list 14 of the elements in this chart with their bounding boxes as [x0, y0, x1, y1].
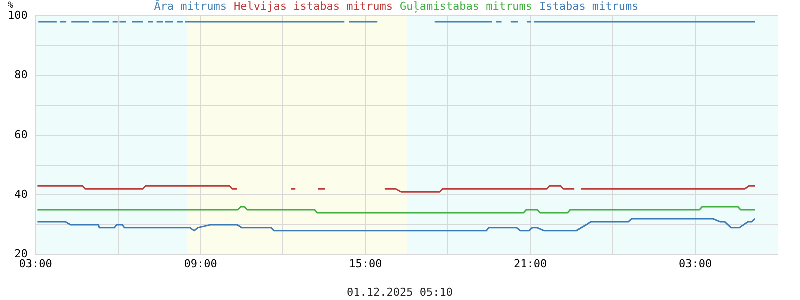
series-label: Āra mitrums	[154, 0, 228, 13]
x-tick-label: 21:00	[514, 257, 548, 270]
y-tick-label: 60	[14, 128, 28, 142]
y-tick-label: 100	[8, 8, 28, 22]
y-tick-label: 40	[14, 188, 28, 201]
text: Guļamistabas mitrums	[400, 0, 532, 13]
text: Istabas mitrums	[539, 0, 639, 13]
text: 01.12.2025 05:10	[346, 286, 454, 299]
x-tick-label: 15:00	[349, 257, 382, 270]
x-tick-label: 09:00	[184, 257, 218, 270]
y-tick-label: 80	[14, 68, 28, 82]
y-axis-title: %	[8, 1, 14, 11]
text: Helvijas istabas mitrums	[234, 0, 393, 13]
x-tick-label: 03:00	[678, 257, 712, 270]
